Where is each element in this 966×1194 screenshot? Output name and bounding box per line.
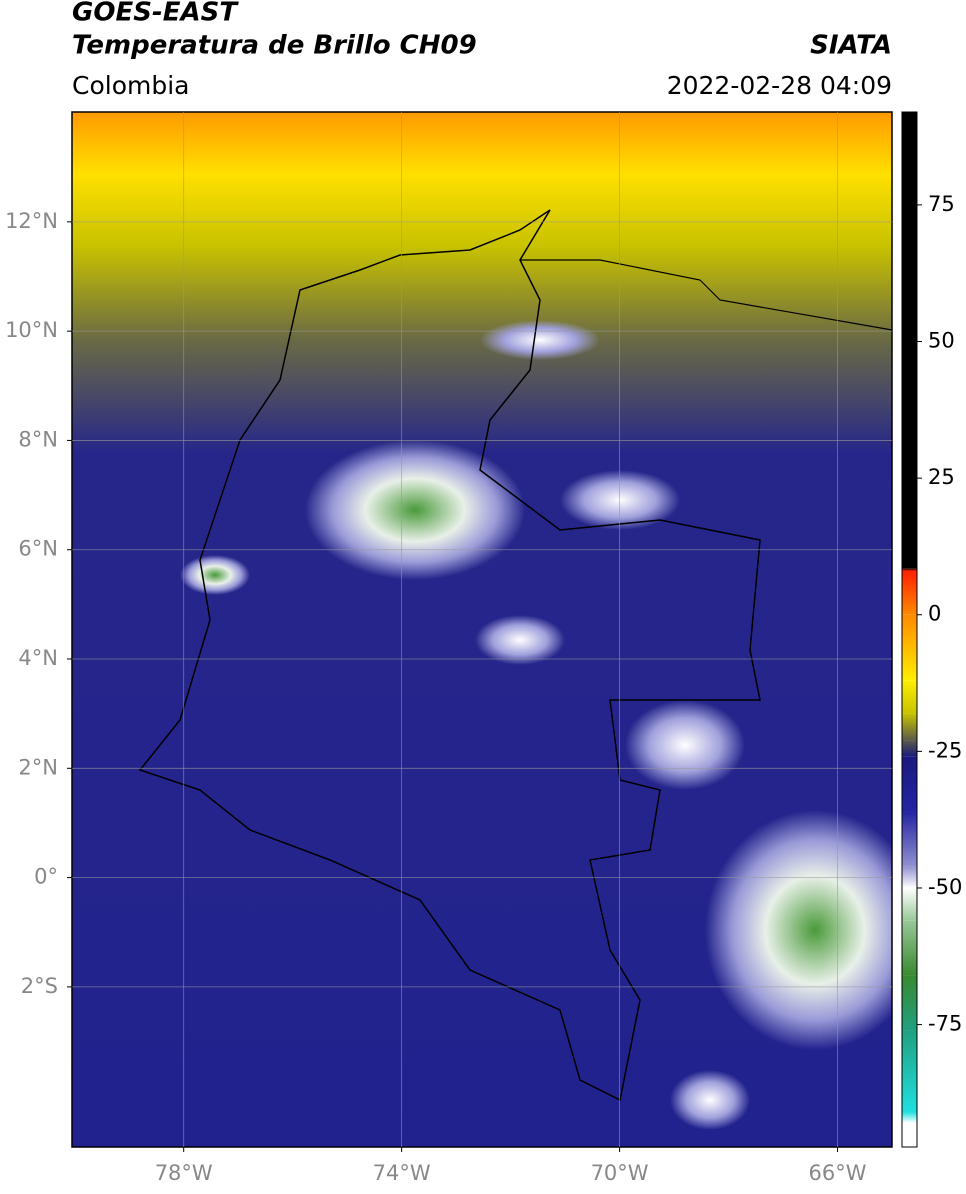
country-border [138,209,761,1102]
coastline [520,259,892,331]
y-tick-label: 12°N [5,209,58,233]
colorbar-tick-label: -25 [928,738,962,762]
subtitle: Temperatura de Brillo CH09 [72,31,477,61]
colorbar-segment [902,112,917,569]
colorbar-segment [902,866,917,888]
colorbar-segment [902,680,917,714]
x-tick-label: 74°W [373,1161,431,1185]
colorbar-segment [902,975,917,1031]
colorbar-tick-label: -50 [928,875,962,899]
map-frame [71,111,893,1148]
colorbar-segment [902,568,917,572]
cloud [475,615,565,665]
y-tick-label: 2°N [18,755,58,779]
colorbar-segment [902,756,917,812]
colorbar-segment [902,740,917,757]
colorbar-segment [902,1122,917,1147]
cloud [180,555,250,595]
title: GOES-EAST [72,0,239,28]
colorbar-tick-label: 25 [928,465,955,489]
y-tick-label: 4°N [18,646,58,670]
colorbar-segment [902,614,917,681]
colorbar-segment [902,887,917,921]
colorbar-segment [902,1112,917,1123]
source: SIATA [810,31,892,61]
cloud [705,810,892,1050]
y-tick-label: 8°N [18,427,58,451]
y-tick-label: 0° [34,865,58,889]
cloud [670,1070,750,1130]
satellite-image [72,112,892,1147]
colorbar-segment [902,713,917,741]
x-tick-label: 70°W [591,1161,649,1185]
colorbar-segment [902,811,917,867]
colorbar-tick-label: 75 [928,192,955,216]
y-tick-label: 6°N [18,537,58,561]
colorbar-frame [901,111,918,1148]
x-tick-label: 66°W [809,1161,867,1185]
y-tick-label: 10°N [5,318,58,342]
cloud [305,440,525,580]
y-tick-label: 2°S [21,974,58,998]
colorbar-segment [902,571,917,615]
colorbar-segment [902,920,917,976]
cloud [480,320,600,360]
cloud [625,700,745,790]
colorbar-tick-label: 50 [928,329,955,353]
region: Colombia [72,71,189,100]
colorbar-tick-label: -75 [928,1012,962,1036]
datetime: 2022-02-28 04:09 [667,71,892,100]
colorbar-segment [902,1030,917,1113]
x-tick-label: 78°W [155,1161,213,1185]
cloud [560,470,680,530]
colorbar-tick-label: 0 [928,602,941,626]
